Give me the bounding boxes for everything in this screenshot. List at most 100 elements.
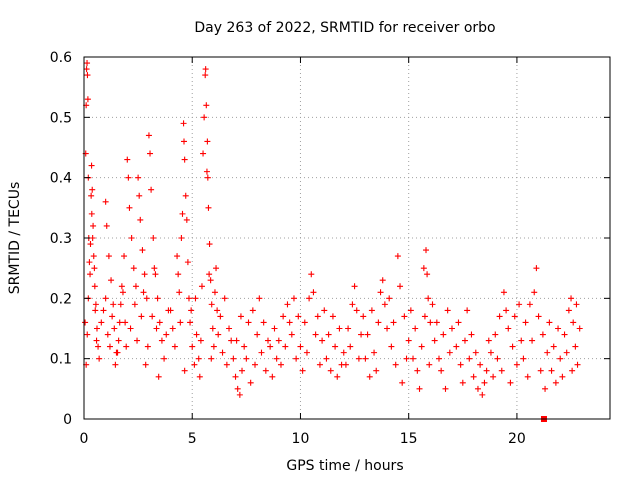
data-point <box>206 241 213 248</box>
data-point <box>110 301 117 308</box>
data-point <box>205 204 212 211</box>
data-point <box>148 186 155 193</box>
data-point <box>103 222 110 229</box>
data-point <box>275 337 282 344</box>
data-point <box>487 349 494 356</box>
data-point <box>371 349 378 356</box>
data-point <box>150 235 157 241</box>
data-point <box>552 379 559 386</box>
y-tick-label: 0.4 <box>50 171 72 187</box>
data-point <box>282 343 289 350</box>
data-point <box>345 325 352 332</box>
data-point <box>167 307 174 314</box>
data-point <box>114 349 121 356</box>
data-point <box>373 367 380 374</box>
data-point <box>353 307 360 314</box>
data-point <box>472 349 479 356</box>
data-point <box>384 325 391 332</box>
data-point <box>115 337 122 344</box>
data-point <box>403 355 410 362</box>
data-point <box>570 319 577 326</box>
data-point <box>221 295 228 302</box>
data-point <box>154 295 161 302</box>
data-point <box>522 319 529 326</box>
data-point <box>293 355 300 362</box>
data-point <box>184 259 191 266</box>
data-point <box>185 295 192 302</box>
data-point <box>299 367 306 374</box>
data-point <box>310 289 317 296</box>
data-point <box>426 361 433 368</box>
data-point <box>529 337 536 344</box>
data-point <box>316 361 323 368</box>
data-point <box>286 319 293 326</box>
data-point <box>130 265 137 272</box>
data-point <box>260 319 267 326</box>
data-point <box>243 355 250 362</box>
data-point <box>306 295 313 302</box>
data-point <box>271 325 278 332</box>
data-point <box>366 373 373 380</box>
data-point <box>288 331 295 338</box>
data-point <box>108 277 115 284</box>
data-point <box>193 331 200 338</box>
data-point <box>444 307 451 314</box>
data-point <box>87 271 94 278</box>
data-point <box>82 319 89 326</box>
data-point <box>84 96 91 103</box>
data-point <box>362 355 369 362</box>
data-point <box>207 277 214 284</box>
data-point <box>158 337 165 344</box>
data-point <box>533 265 540 272</box>
data-point <box>96 355 103 362</box>
data-point <box>254 331 261 338</box>
data-point <box>264 337 271 344</box>
data-point <box>569 367 576 374</box>
data-point <box>284 301 291 308</box>
data-point <box>191 361 198 368</box>
data-point <box>136 192 143 199</box>
data-point <box>192 295 199 302</box>
data-point <box>524 373 531 380</box>
data-point <box>572 343 579 350</box>
data-point <box>121 253 128 260</box>
data-point <box>88 192 95 199</box>
data-point <box>104 331 111 338</box>
data-point <box>390 319 397 326</box>
data-point <box>477 361 484 368</box>
data-point <box>233 337 240 344</box>
data-point <box>308 271 315 278</box>
data-point <box>516 301 523 308</box>
data-point <box>319 337 326 344</box>
data-point <box>241 343 248 350</box>
data-point <box>314 313 321 320</box>
data-point <box>421 313 428 320</box>
data-point <box>479 391 486 398</box>
data-point <box>245 319 252 326</box>
data-point <box>535 313 542 320</box>
data-point <box>171 343 178 350</box>
data-point <box>429 301 436 308</box>
data-point <box>209 325 216 332</box>
data-point <box>139 247 146 254</box>
data-point <box>416 385 423 392</box>
data-point <box>297 343 304 350</box>
data-point <box>215 331 222 338</box>
data-point <box>321 307 328 314</box>
data-point <box>303 349 310 356</box>
data-point <box>500 289 507 296</box>
x-tick-label: 15 <box>400 431 418 447</box>
data-point <box>420 265 427 272</box>
data-point <box>518 337 525 344</box>
data-point <box>202 66 209 73</box>
data-point <box>280 313 287 320</box>
data-point <box>153 325 160 332</box>
data-point <box>457 361 464 368</box>
data-point <box>496 313 503 320</box>
data-point <box>423 247 430 254</box>
data-point <box>438 367 445 374</box>
data-point <box>112 361 119 368</box>
data-point <box>474 385 481 392</box>
data-point <box>219 349 226 356</box>
data-point <box>102 295 109 302</box>
